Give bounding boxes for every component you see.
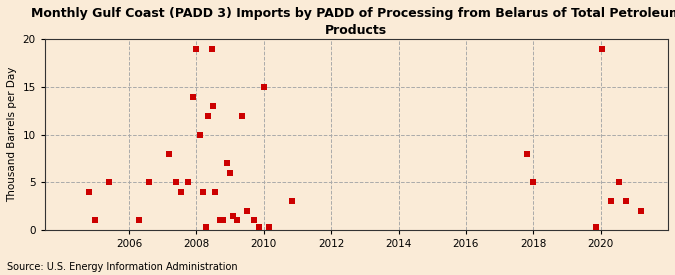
Point	[287, 199, 298, 204]
Point	[202, 113, 213, 118]
Point	[90, 218, 101, 222]
Y-axis label: Thousand Barrels per Day: Thousand Barrels per Day	[7, 67, 17, 202]
Point	[144, 180, 155, 185]
Point	[242, 208, 252, 213]
Point	[263, 225, 274, 229]
Point	[236, 113, 247, 118]
Point	[636, 208, 647, 213]
Point	[521, 152, 532, 156]
Point	[597, 47, 608, 51]
Point	[164, 152, 175, 156]
Text: Source: U.S. Energy Information Administration: Source: U.S. Energy Information Administ…	[7, 262, 238, 272]
Point	[194, 133, 205, 137]
Point	[590, 225, 601, 229]
Point	[620, 199, 631, 204]
Point	[171, 180, 182, 185]
Point	[253, 225, 264, 229]
Point	[176, 189, 186, 194]
Point	[605, 199, 616, 204]
Point	[188, 94, 198, 99]
Point	[232, 218, 242, 222]
Point	[228, 213, 239, 218]
Point	[225, 170, 236, 175]
Point	[248, 218, 259, 222]
Point	[206, 47, 217, 51]
Point	[528, 180, 539, 185]
Point	[259, 85, 269, 89]
Point	[134, 218, 144, 222]
Point	[83, 189, 94, 194]
Point	[198, 189, 209, 194]
Point	[103, 180, 114, 185]
Point	[209, 189, 220, 194]
Point	[191, 47, 202, 51]
Point	[200, 225, 211, 229]
Point	[218, 218, 229, 222]
Title: Monthly Gulf Coast (PADD 3) Imports by PADD of Processing from Belarus of Total : Monthly Gulf Coast (PADD 3) Imports by P…	[31, 7, 675, 37]
Point	[614, 180, 624, 185]
Point	[221, 161, 232, 165]
Point	[208, 104, 219, 108]
Point	[215, 218, 225, 222]
Point	[182, 180, 193, 185]
